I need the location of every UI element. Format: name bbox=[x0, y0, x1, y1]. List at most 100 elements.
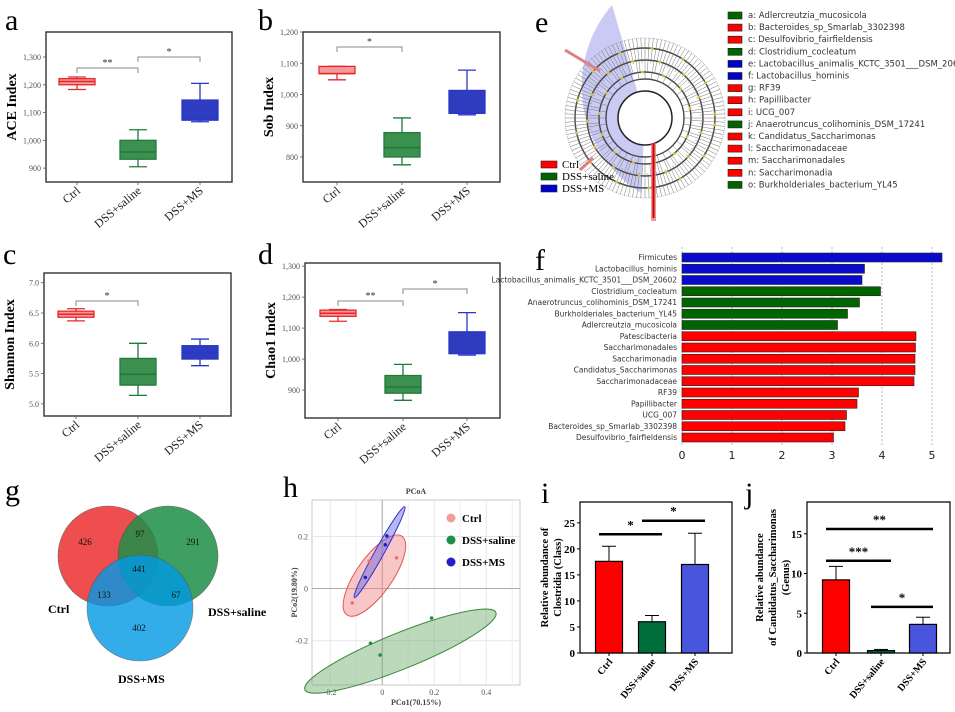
confidence-ellipse-ctrl bbox=[342, 534, 407, 617]
cladogram-branch bbox=[594, 154, 616, 181]
venn-count-saline-ms: 67 bbox=[172, 590, 182, 600]
cladogram-branch bbox=[570, 89, 602, 102]
y-axis-label: PCo2(19.80%) bbox=[290, 567, 299, 617]
cladogram-branch bbox=[650, 38, 658, 80]
cladogram-node bbox=[672, 152, 676, 156]
cladogram-branch bbox=[676, 152, 699, 178]
y-tick-label: 5.0 bbox=[29, 400, 39, 409]
cladogram-branch bbox=[663, 160, 678, 192]
bar-dss-saline bbox=[866, 650, 896, 654]
y-tick-label: 900 bbox=[288, 386, 300, 395]
significance-bracket bbox=[137, 56, 201, 62]
y-tick-label: 900 bbox=[29, 164, 41, 173]
significance-label: * bbox=[899, 590, 906, 605]
y-tick-label: 15 bbox=[564, 570, 576, 582]
x-category-label: DSS+saline bbox=[91, 418, 143, 465]
cladogram-branch bbox=[674, 55, 696, 82]
cladogram-branch bbox=[656, 171, 662, 197]
x-category-label: DSS+saline bbox=[355, 184, 407, 231]
significance-bracket bbox=[337, 300, 404, 306]
taxa-swatch bbox=[727, 35, 743, 44]
cladogram-node bbox=[681, 57, 685, 61]
cladogram-branch bbox=[616, 161, 629, 193]
cladogram-node bbox=[647, 186, 651, 190]
cladogram-branch bbox=[687, 85, 719, 100]
cladogram-branch bbox=[687, 67, 708, 84]
cladogram-branch bbox=[679, 81, 717, 101]
y-tick-label: 1,000 bbox=[280, 91, 298, 100]
venn-count-ctrl-ms: 133 bbox=[97, 590, 111, 600]
cladogram-branch bbox=[565, 113, 599, 116]
lda-bar bbox=[681, 275, 863, 285]
cladogram-branch bbox=[632, 38, 640, 80]
cladogram-branch bbox=[597, 149, 623, 183]
cladogram-branch bbox=[661, 43, 674, 75]
taxa-legend-label: n: Saccharimonadia bbox=[748, 168, 832, 178]
cladogram-branch bbox=[608, 152, 628, 190]
y-axis-label-line: Clostridia (Class) bbox=[553, 538, 564, 617]
taxa-swatch bbox=[727, 144, 743, 153]
cladogram-branch bbox=[567, 129, 600, 139]
y-tick-label: 5.5 bbox=[29, 370, 39, 379]
cladogram-branch bbox=[577, 143, 606, 162]
box-dss-ms bbox=[181, 82, 219, 123]
cladogram-branch bbox=[676, 70, 710, 96]
cladogram-root bbox=[617, 90, 673, 146]
cladogram-branch bbox=[571, 136, 603, 151]
cladogram-branch bbox=[647, 38, 650, 72]
cladogram-branch bbox=[567, 97, 592, 105]
cladogram-node bbox=[637, 174, 641, 178]
lda-bar-label: Papillibacter bbox=[631, 399, 678, 408]
cladogram-branch bbox=[654, 39, 662, 73]
lda-bar-label: RF39 bbox=[658, 388, 677, 397]
lda-bar bbox=[681, 320, 838, 330]
bar-ctrl bbox=[594, 560, 624, 654]
cladogram-node bbox=[662, 74, 666, 78]
y-axis-label: Chao1 Index bbox=[264, 302, 279, 379]
cladogram-branch bbox=[640, 164, 643, 198]
legend-marker bbox=[446, 535, 456, 545]
panel-label-i: i bbox=[541, 477, 549, 510]
lda-bar bbox=[681, 387, 859, 398]
box-iqr bbox=[119, 357, 157, 386]
cladogram-branch bbox=[672, 61, 702, 91]
bar-dss-ms bbox=[680, 563, 710, 654]
lda-bar-label: UCG_007 bbox=[642, 411, 677, 420]
cladogram-branch bbox=[691, 120, 725, 123]
cladogram-node bbox=[682, 73, 686, 77]
x-tick-label: -0.2 bbox=[324, 688, 337, 697]
cladogram-node bbox=[575, 131, 579, 135]
lda-bar bbox=[681, 398, 858, 409]
significance-label: ** bbox=[103, 58, 113, 69]
y-tick-label: 10 bbox=[564, 596, 576, 608]
clade-highlight-ctrl-2 bbox=[564, 48, 601, 73]
y-tick-label: 5 bbox=[570, 622, 576, 634]
taxa-swatch bbox=[727, 181, 743, 189]
cladogram-branch bbox=[591, 158, 609, 178]
cladogram-node bbox=[713, 123, 717, 127]
cladogram-branch bbox=[685, 141, 715, 159]
lda-bar-label: Firmicutes bbox=[638, 253, 677, 262]
lda-bar-label: Clostridium_cocleatum bbox=[591, 287, 677, 296]
cladogram-branch bbox=[620, 41, 634, 81]
lda-bar-label: Saccharimonadia bbox=[612, 354, 677, 363]
confidence-ellipse-saline bbox=[304, 608, 497, 694]
cladogram-node bbox=[620, 76, 624, 80]
box-dss-saline bbox=[383, 117, 421, 166]
cladogram-branch bbox=[667, 149, 693, 183]
lda-bar bbox=[681, 331, 917, 342]
plot-frame bbox=[311, 499, 521, 686]
venn-count-ctrl-only: 426 bbox=[78, 537, 92, 547]
x-category-label: DSS+saline bbox=[91, 184, 143, 231]
lda-bar-label: Adlercreutzia_mucosicola bbox=[582, 321, 677, 330]
panel-label-f: f bbox=[535, 244, 545, 277]
y-tick-label: 20 bbox=[564, 544, 576, 556]
y-tick-label: 1,200 bbox=[280, 28, 298, 37]
lda-bar bbox=[681, 410, 847, 420]
x-category-label: Ctrl bbox=[822, 657, 842, 678]
cladogram-branch bbox=[667, 53, 693, 87]
pcoa-point-dsssaline bbox=[378, 653, 382, 657]
cladogram-node bbox=[685, 135, 689, 139]
cladogram-branch bbox=[690, 97, 723, 107]
